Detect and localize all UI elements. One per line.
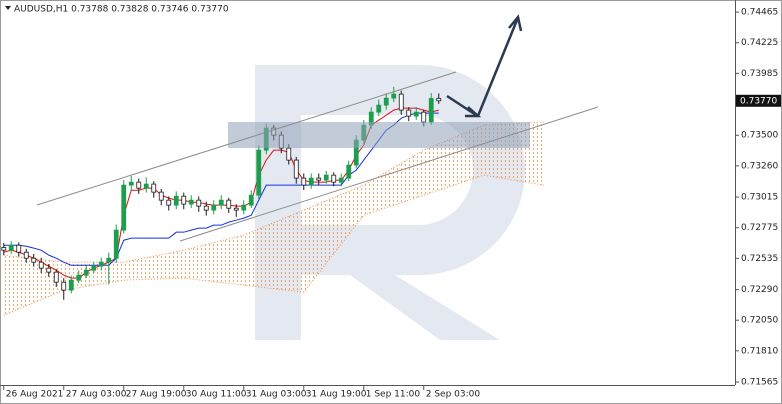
- y-tick-label: 0.72535: [741, 254, 778, 264]
- candle-body: [428, 98, 434, 123]
- x-tick-label: 30 Aug 11:00: [186, 390, 247, 400]
- y-tick-label: 0.73260: [741, 161, 778, 171]
- candle-body: [113, 229, 119, 259]
- candle-body: [406, 109, 412, 117]
- y-tick-label: 0.74465: [741, 8, 778, 18]
- channel-lower: [179, 106, 599, 242]
- candle-body: [53, 271, 59, 283]
- candle-body: [8, 244, 14, 251]
- candle-body: [31, 257, 37, 263]
- symbol-menu-icon[interactable]: [5, 6, 11, 10]
- candle-body: [286, 147, 292, 161]
- y-tick-label: 0.72290: [741, 285, 778, 295]
- candle-body: [376, 104, 382, 113]
- y-tick-label: 0.71810: [741, 346, 778, 356]
- candle-body: [83, 269, 89, 276]
- y-tick-label: 0.73015: [741, 193, 778, 203]
- indicator-line: [3, 112, 439, 266]
- candle-body: [143, 183, 149, 189]
- resistance-zone: [228, 122, 530, 148]
- x-tick-label: 27 Aug 19:00: [126, 390, 187, 400]
- x-tick-label: 31 Aug 19:00: [306, 390, 367, 400]
- candle-body: [346, 164, 352, 179]
- candle-body: [383, 97, 389, 106]
- candle-body: [98, 261, 104, 267]
- candle-body: [38, 261, 44, 269]
- candle-body: [316, 177, 322, 181]
- y-tick-label: 0.72050: [741, 316, 778, 326]
- candle-body: [331, 174, 337, 183]
- candle-body: [241, 204, 247, 211]
- candle-body: [1, 247, 7, 251]
- candle-body: [391, 93, 397, 99]
- candle-body: [136, 181, 142, 189]
- candle-body: [293, 159, 299, 179]
- candle-body: [106, 257, 112, 263]
- candle-body: [323, 174, 329, 181]
- candle-body: [16, 244, 22, 253]
- candle-body: [421, 111, 427, 123]
- candle-body: [46, 267, 52, 273]
- chart-header: AUDUSD,H1 0.73788 0.73828 0.73746 0.7377…: [14, 5, 229, 15]
- candle-body: [301, 177, 307, 186]
- candle-body: [121, 184, 127, 231]
- candle-body: [226, 199, 232, 209]
- candle-body: [308, 177, 314, 186]
- candle-body: [211, 204, 217, 211]
- candle-body: [338, 177, 344, 183]
- candle-body: [61, 281, 67, 291]
- candle-body: [398, 93, 404, 111]
- candle-body: [76, 274, 82, 281]
- candle-body: [173, 195, 179, 206]
- candle-body: [196, 199, 202, 207]
- forecast-arrows: [446, 14, 523, 118]
- candle-body: [68, 279, 74, 291]
- candle-body: [158, 191, 164, 201]
- candle-body: [91, 265, 97, 271]
- x-tick-label: 2 Sep 03:00: [426, 390, 481, 400]
- x-tick-label: 26 Aug 2021: [6, 390, 64, 400]
- candle-body: [166, 199, 172, 206]
- cloud-edge: [3, 174, 544, 316]
- x-tick-label: 31 Aug 03:00: [246, 390, 307, 400]
- candle-body: [128, 181, 134, 186]
- cloud-fill: [3, 122, 544, 316]
- candle-body: [436, 98, 442, 102]
- candle-body: [203, 205, 209, 211]
- x-tick-label: 27 Aug 03:00: [66, 390, 127, 400]
- y-tick-label: 0.73985: [741, 69, 778, 79]
- x-tick-label: 1 Sep 11:00: [366, 390, 421, 400]
- y-tick-label: 0.73500: [741, 131, 778, 141]
- candle-body: [151, 183, 157, 193]
- candle-body: [218, 199, 224, 206]
- candle-body: [233, 207, 239, 211]
- candle-body: [256, 149, 262, 196]
- y-tick-label: 0.74225: [741, 38, 778, 48]
- candle-body: [248, 194, 254, 206]
- candle-body: [181, 195, 187, 205]
- last-price-label: 0.73770: [740, 96, 777, 106]
- channel-upper: [36, 71, 457, 206]
- candle-body: [23, 251, 29, 259]
- candle-body: [188, 199, 194, 205]
- y-tick-label: 0.71565: [741, 378, 778, 388]
- y-tick-label: 0.72775: [741, 223, 778, 233]
- last-price-box: [736, 94, 781, 107]
- candle-body: [413, 111, 419, 117]
